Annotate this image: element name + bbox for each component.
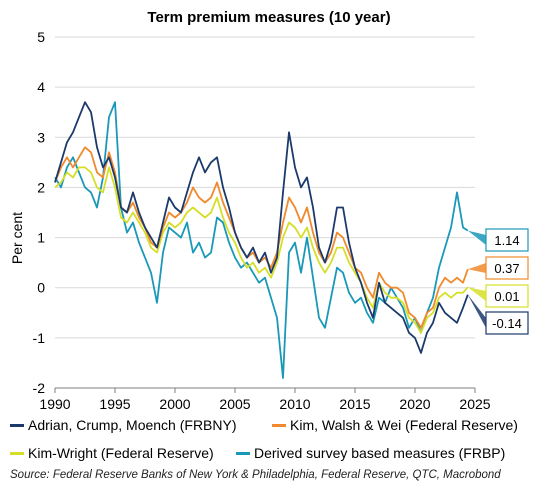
end-value-labels: -0.14 0.37 0.01 1.14 bbox=[467, 228, 529, 335]
y-tick-label: 4 bbox=[37, 79, 45, 95]
axes: -2 -1 0 1 2 3 4 5 1990 1995 2000 2005 2010 2015 2020 20… bbox=[33, 29, 491, 410]
legend-row-1: Adrian, Crump, Moench (FRBNY) Kim, Walsh… bbox=[10, 417, 518, 433]
series-lines bbox=[54, 101, 469, 379]
chart-title: Term premium measures (10 year) bbox=[147, 9, 391, 26]
legend-swatch-kw bbox=[10, 451, 24, 455]
end-label-value: 0.01 bbox=[494, 289, 519, 304]
end-label-pointer bbox=[467, 287, 486, 301]
end-label-box bbox=[485, 256, 529, 280]
x-tick-label: 2020 bbox=[399, 396, 430, 410]
x-tick-label: 1995 bbox=[99, 396, 130, 410]
source-note: Source: Federal Reserve Banks of New Yor… bbox=[10, 469, 501, 481]
legend-item-acm: Adrian, Crump, Moench (FRBNY) bbox=[10, 417, 272, 433]
x-tick-label: 2005 bbox=[219, 396, 250, 410]
end-label-pointer bbox=[467, 263, 486, 273]
legend-label-kww: Kim, Walsh & Wei (Federal Reserve) bbox=[290, 417, 518, 433]
end-label-box bbox=[485, 284, 529, 308]
y-tick-label: 2 bbox=[37, 179, 45, 195]
end-label-0: -0.14 bbox=[467, 294, 529, 335]
x-tick-label: 2015 bbox=[339, 396, 370, 410]
legend-swatch-kww bbox=[272, 423, 286, 427]
y-tick-label: 1 bbox=[37, 230, 45, 246]
end-label-box bbox=[485, 311, 529, 335]
y-tick-label: 3 bbox=[37, 129, 45, 145]
end-label-value: -0.14 bbox=[492, 316, 522, 331]
end-label-value: 1.14 bbox=[494, 233, 519, 248]
legend-item-frbp: Derived survey based measures (FRBP) bbox=[236, 445, 505, 461]
series-line-0 bbox=[54, 101, 469, 354]
end-label-3: 1.14 bbox=[467, 228, 529, 252]
x-tick-label: 1990 bbox=[39, 396, 70, 410]
legend-label-kw: Kim-Wright (Federal Reserve) bbox=[28, 445, 214, 461]
end-label-value: 0.37 bbox=[494, 261, 519, 276]
legend-swatch-frbp bbox=[236, 451, 250, 455]
legend-label-acm: Adrian, Crump, Moench (FRBNY) bbox=[28, 417, 237, 433]
legend-row-2: Kim-Wright (Federal Reserve) Derived sur… bbox=[10, 445, 505, 461]
y-tick-label: 5 bbox=[37, 29, 45, 45]
series-line-2 bbox=[54, 166, 469, 334]
legend-item-kw: Kim-Wright (Federal Reserve) bbox=[10, 445, 236, 461]
legend-label-frbp: Derived survey based measures (FRBP) bbox=[254, 445, 506, 461]
legend-item-kww: Kim, Walsh & Wei (Federal Reserve) bbox=[272, 417, 518, 433]
end-label-pointer bbox=[467, 230, 486, 245]
legend-swatch-acm bbox=[10, 423, 24, 427]
y-tick-label: -1 bbox=[33, 330, 46, 346]
series-line-3 bbox=[54, 101, 469, 379]
end-label-box bbox=[485, 228, 529, 252]
end-label-1: 0.37 bbox=[467, 256, 529, 280]
y-tick-label: -2 bbox=[33, 380, 46, 396]
line-chart: -2 -1 0 1 2 3 4 5 1990 1995 2000 2005 2010 2015 2020 20… bbox=[9, 29, 529, 410]
x-tick-label: 2000 bbox=[159, 396, 190, 410]
x-tick-label: 2025 bbox=[459, 396, 490, 410]
y-axis-label: Per cent bbox=[9, 212, 25, 264]
end-label-2: 0.01 bbox=[467, 284, 529, 308]
x-tick-label: 2010 bbox=[279, 396, 310, 410]
y-tick-label: 0 bbox=[37, 280, 45, 296]
end-label-pointer bbox=[467, 294, 486, 328]
